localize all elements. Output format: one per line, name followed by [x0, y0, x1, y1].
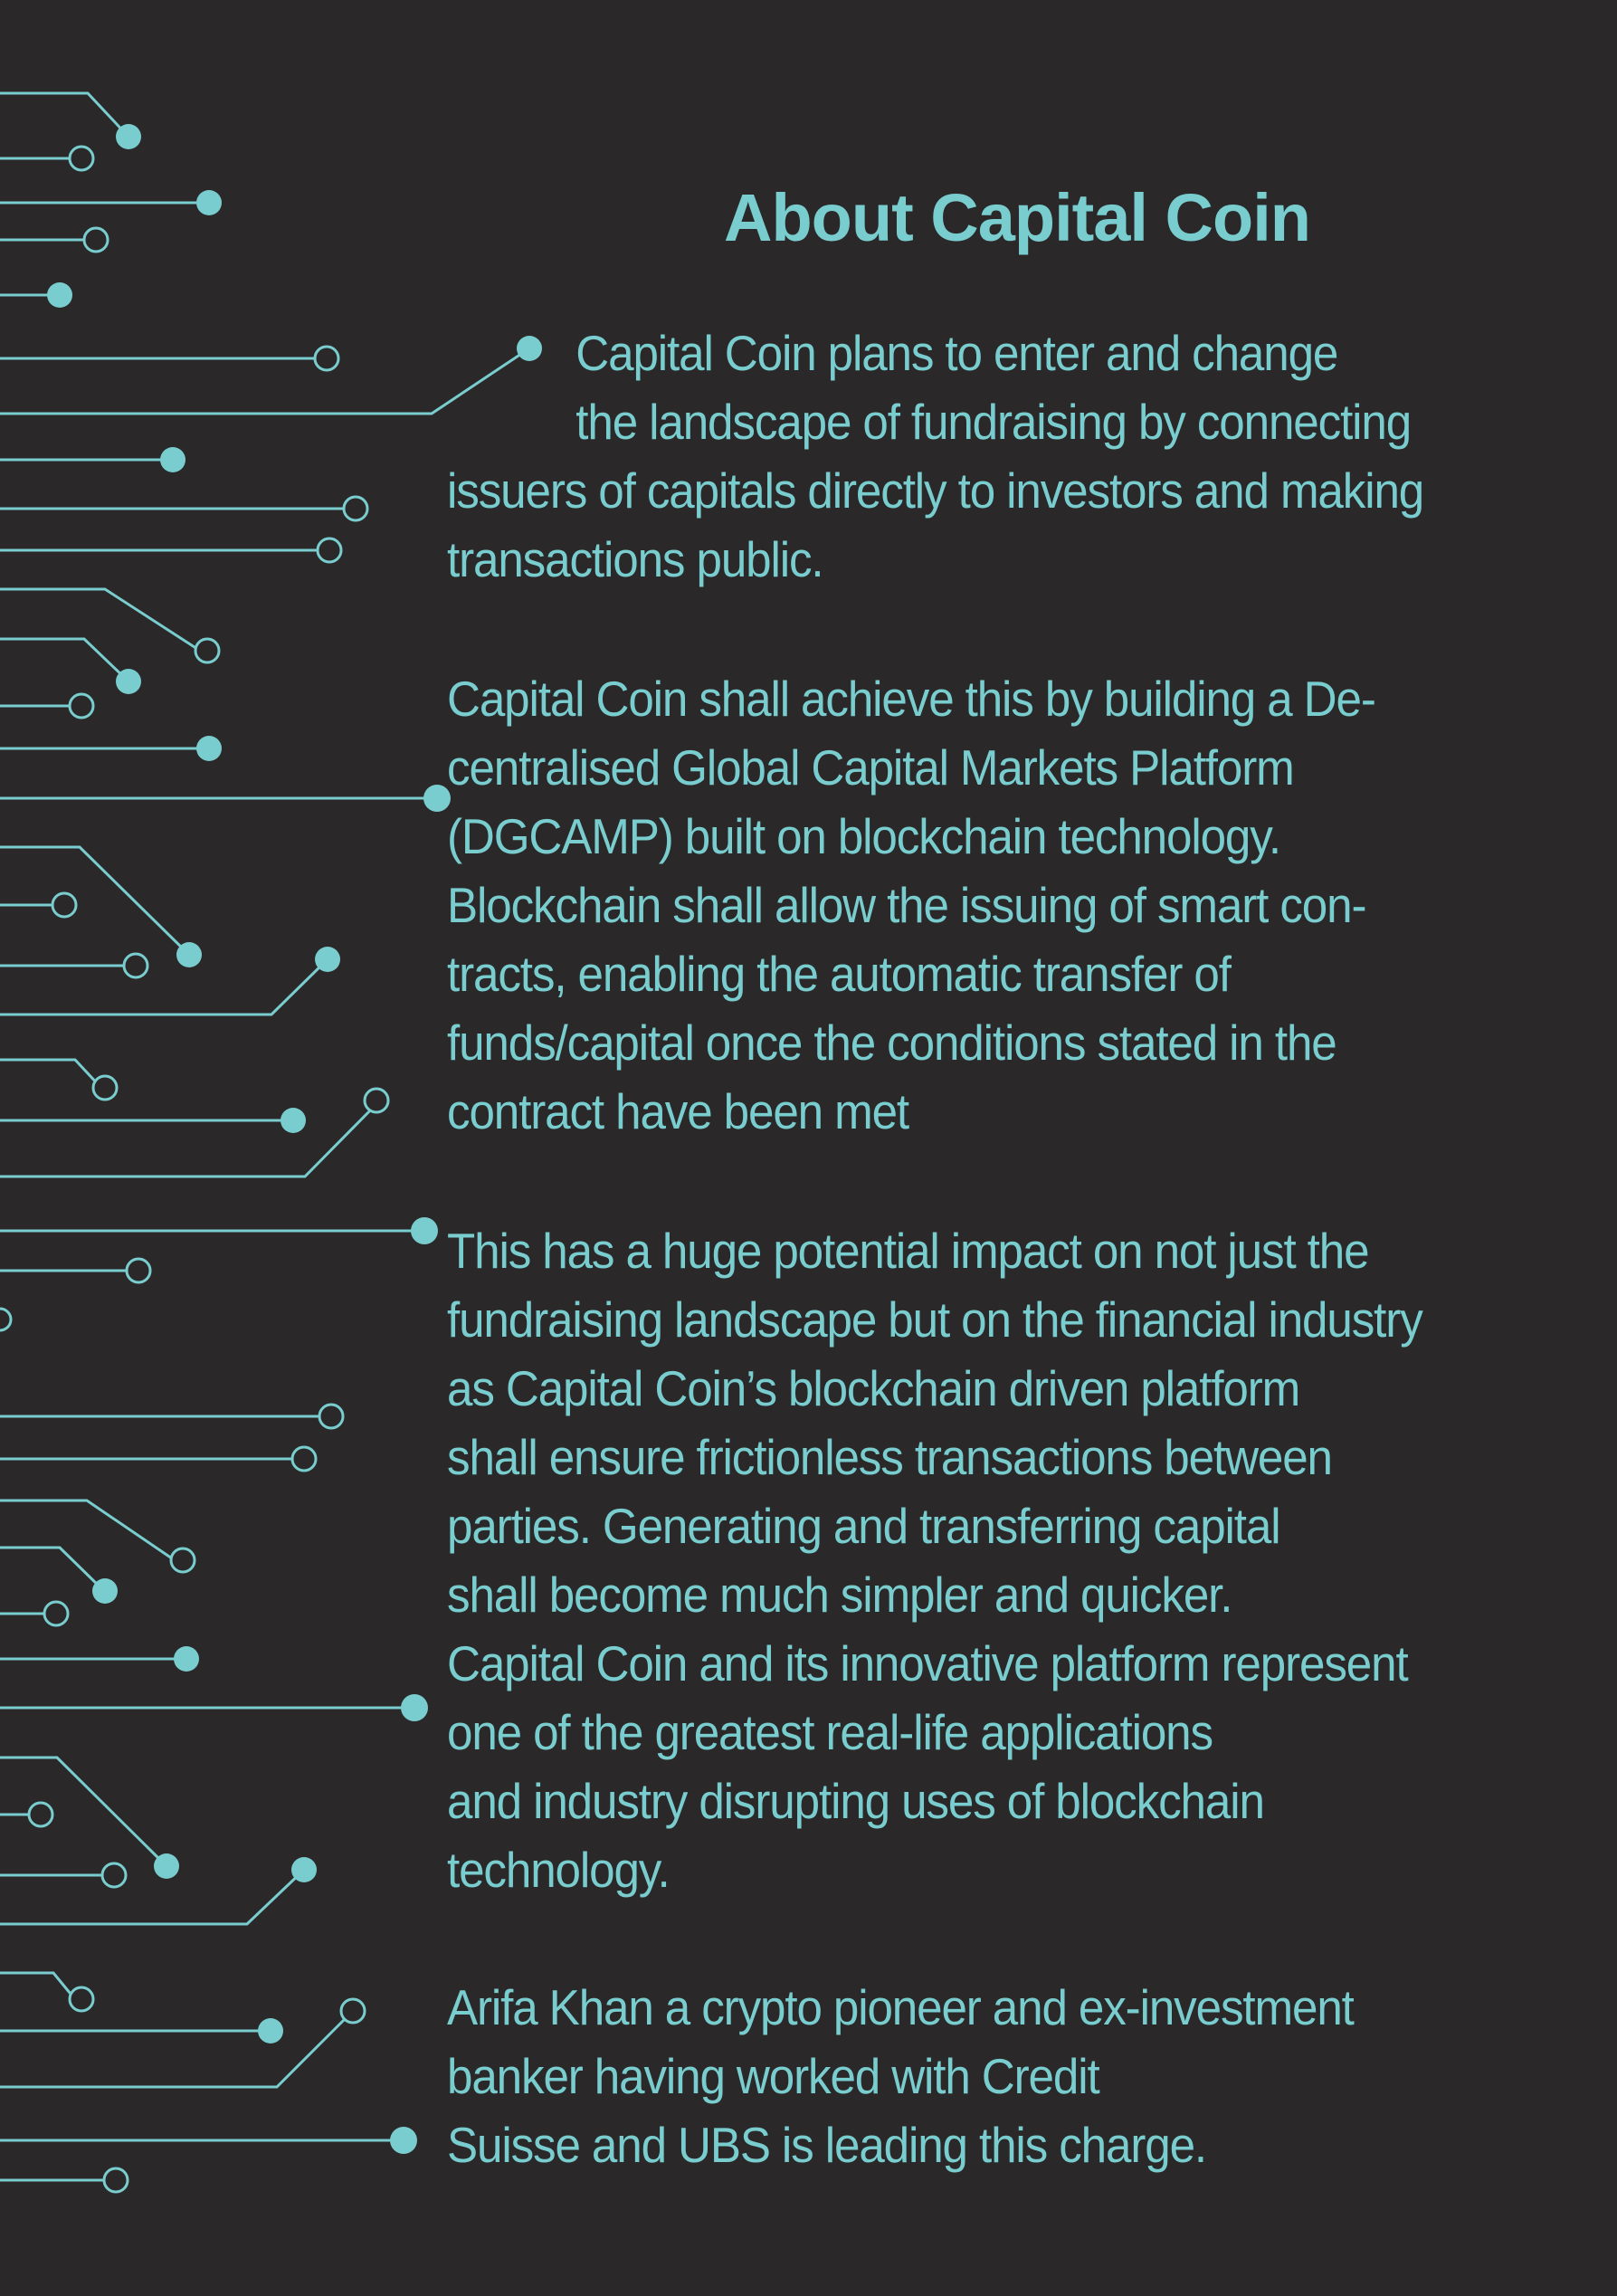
- text-line: banker having worked with Credit: [447, 2048, 1100, 2104]
- paragraph-dgcamp: Capital Coin shall achieve this by build…: [447, 664, 1508, 1146]
- text-line: tracts, enabling the automatic transfer …: [447, 946, 1232, 1002]
- text-line: Arifa Khan a crypto pioneer and ex-inves…: [447, 1979, 1355, 2035]
- text-line: Capital Coin shall achieve this by build…: [447, 671, 1376, 727]
- text-line: and industry disrupting uses of blockcha…: [447, 1773, 1265, 1829]
- text-line: parties. Generating and transferring cap…: [447, 1498, 1281, 1554]
- paragraph-impact: This has a huge potential impact on not …: [447, 1216, 1508, 1904]
- paragraph-leadership: Arifa Khan a crypto pioneer and ex-inves…: [447, 1973, 1508, 2179]
- text-line: Suisse and UBS is leading this charge.: [447, 2117, 1207, 2173]
- text-line: Blockchain shall allow the issuing of sm…: [447, 877, 1367, 933]
- text-line: technology.: [447, 1842, 671, 1898]
- text-line: Capital Coin plans to enter and change: [575, 325, 1338, 381]
- text-line: This has a huge potential impact on not …: [447, 1223, 1370, 1279]
- page-title: About Capital Coin: [724, 180, 1311, 255]
- paragraph-intro: Capital Coin plans to enter and change t…: [447, 319, 1508, 594]
- text-line: contract have been met: [447, 1083, 909, 1139]
- text-line: Capital Coin and its innovative platform…: [447, 1635, 1409, 1691]
- text-line: as Capital Coin’s blockchain driven plat…: [447, 1360, 1300, 1416]
- text-line: the landscape of fundraising by connecti…: [575, 394, 1412, 450]
- text-line: one of the greatest real-life applicatio…: [447, 1704, 1213, 1760]
- text-line: funds/capital once the conditions stated…: [447, 1015, 1337, 1071]
- text-line: issuers of capitals directly to investor…: [447, 462, 1424, 519]
- text-line: centralised Global Capital Markets Platf…: [447, 739, 1295, 796]
- text-line: (DGCAMP) built on blockchain technology.: [447, 808, 1281, 864]
- text-line: transactions public.: [447, 531, 824, 587]
- text-line: shall ensure frictionless transactions b…: [447, 1429, 1333, 1485]
- text-line: fundraising landscape but on the financi…: [447, 1291, 1423, 1348]
- text-line: shall become much simpler and quicker.: [447, 1567, 1232, 1623]
